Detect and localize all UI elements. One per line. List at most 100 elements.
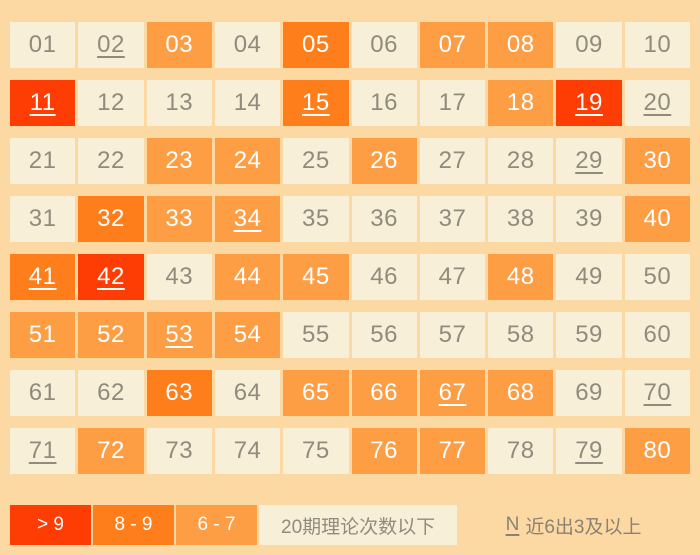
legend-note-text: 近6出3及以上	[525, 516, 642, 538]
number-cell-75: 75	[283, 428, 349, 474]
number-label: 09	[575, 31, 603, 58]
number-label: 20	[643, 89, 672, 116]
number-label: 78	[506, 437, 535, 464]
number-cell-11: 11	[10, 80, 76, 126]
number-label: 48	[506, 263, 535, 290]
number-cell-09: 09	[556, 22, 622, 68]
number-cell-54: 54	[214, 312, 281, 358]
number-label: 30	[643, 147, 672, 174]
number-cell-07: 07	[419, 22, 486, 68]
number-label: 08	[506, 31, 535, 58]
number-label: 69	[575, 379, 603, 406]
number-label: 04	[233, 31, 262, 58]
number-cell-79: 79	[556, 428, 622, 474]
number-cell-53: 53	[146, 312, 212, 358]
number-cell-15: 15	[283, 80, 349, 126]
number-label: 28	[506, 147, 535, 174]
number-cell-41: 41	[10, 254, 76, 300]
number-label: 19	[575, 89, 603, 116]
number-label: 39	[575, 205, 603, 232]
number-label: 21	[28, 147, 57, 174]
number-cell-64: 64	[214, 370, 281, 416]
number-cell-39: 39	[556, 196, 622, 242]
number-label: 10	[643, 31, 672, 58]
number-cell-66: 66	[351, 370, 417, 416]
number-cell-44: 44	[214, 254, 281, 300]
number-cell-10: 10	[624, 22, 690, 68]
number-label: 80	[643, 437, 672, 464]
number-label: 14	[233, 89, 262, 116]
number-label: 59	[575, 321, 603, 348]
number-cell-68: 68	[488, 370, 554, 416]
number-label: 49	[575, 263, 603, 290]
number-cell-58: 58	[488, 312, 554, 358]
number-label: 71	[28, 437, 57, 464]
number-cell-60: 60	[624, 312, 690, 358]
number-label: 23	[165, 147, 194, 174]
number-label: 27	[438, 147, 467, 174]
number-label: 03	[165, 31, 194, 58]
number-cell-27: 27	[419, 138, 486, 184]
number-cell-19: 19	[556, 80, 622, 126]
hot-number-panel: 01 02 03 04 05 06 07 08 09 10 11 12 13 14 15 16 17 18 19 20…	[10, 22, 690, 474]
number-label: 47	[438, 263, 467, 290]
number-label: 65	[301, 379, 330, 406]
number-label: 36	[370, 205, 398, 232]
legend-item-red: > 9	[10, 505, 91, 545]
number-cell-72: 72	[78, 428, 144, 474]
number-cell-49: 49	[556, 254, 622, 300]
number-label: 76	[370, 437, 398, 464]
number-label: 11	[29, 89, 56, 116]
number-cell-57: 57	[419, 312, 486, 358]
number-cell-71: 71	[10, 428, 76, 474]
number-label: 72	[97, 437, 125, 464]
number-label: 52	[97, 321, 125, 348]
number-cell-01: 01	[10, 22, 76, 68]
number-label: 25	[301, 147, 330, 174]
number-label: 31	[28, 205, 57, 232]
number-label: 62	[97, 379, 125, 406]
number-cell-05: 05	[283, 22, 349, 68]
number-cell-45: 45	[283, 254, 349, 300]
number-label: 64	[233, 379, 262, 406]
number-cell-67: 67	[419, 370, 486, 416]
number-label: 15	[301, 89, 330, 116]
number-cell-29: 29	[556, 138, 622, 184]
number-cell-35: 35	[283, 196, 349, 242]
number-cell-48: 48	[488, 254, 554, 300]
number-label: 16	[370, 89, 398, 116]
number-cell-23: 23	[146, 138, 212, 184]
number-label: 66	[370, 379, 398, 406]
number-label: 26	[370, 147, 398, 174]
number-cell-38: 38	[488, 196, 554, 242]
number-label: 70	[643, 379, 672, 406]
legend-item-none: 20期理论次数以下	[259, 505, 458, 545]
legend-note: N 近6出3及以上	[457, 505, 690, 545]
number-label: 61	[28, 379, 57, 406]
number-cell-13: 13	[146, 80, 212, 126]
number-cell-30: 30	[624, 138, 690, 184]
number-label: 17	[438, 89, 467, 116]
number-label: 50	[643, 263, 672, 290]
number-cell-20: 20	[624, 80, 690, 126]
number-grid: 01 02 03 04 05 06 07 08 09 10 11 12 13 14 15 16 17 18 19 20…	[10, 22, 690, 474]
number-cell-31: 31	[10, 196, 76, 242]
number-label: 07	[438, 31, 467, 58]
number-cell-12: 12	[78, 80, 144, 126]
number-label: 58	[506, 321, 535, 348]
number-cell-47: 47	[419, 254, 486, 300]
number-cell-50: 50	[624, 254, 690, 300]
number-cell-61: 61	[10, 370, 76, 416]
number-cell-56: 56	[351, 312, 417, 358]
number-label: 24	[233, 147, 262, 174]
number-cell-74: 74	[214, 428, 281, 474]
number-cell-03: 03	[146, 22, 212, 68]
number-label: 02	[97, 31, 125, 58]
number-cell-40: 40	[624, 196, 690, 242]
number-label: 42	[97, 263, 125, 290]
number-cell-06: 06	[351, 22, 417, 68]
number-label: 18	[506, 89, 535, 116]
number-cell-14: 14	[214, 80, 281, 126]
number-label: 43	[165, 263, 194, 290]
